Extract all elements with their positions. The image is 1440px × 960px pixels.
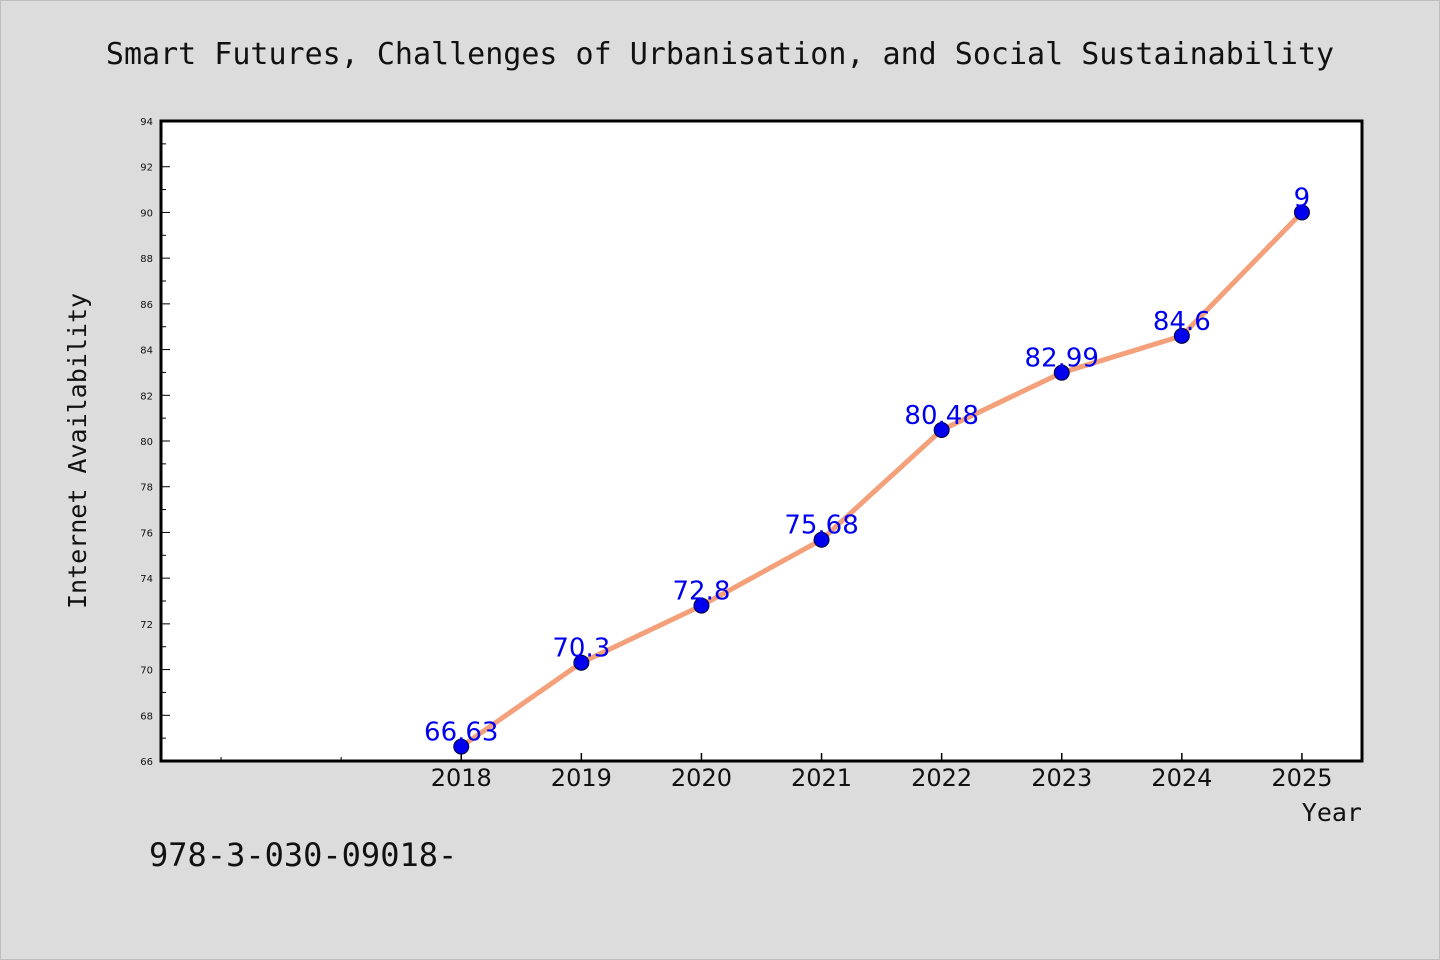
y-tick-label: 74 [140, 574, 153, 585]
data-point [453, 738, 470, 755]
data-point [573, 654, 590, 671]
data-label: 75.68 [784, 511, 858, 541]
y-tick-label: 66 [140, 757, 153, 768]
series-layer: 66.63 70.3 72.8 75.68 80.48 82.99 84.6 9 [424, 183, 1311, 755]
data-point [1293, 204, 1310, 221]
y-tick-label: 70 [140, 666, 153, 677]
x-axis-label: Year [1302, 798, 1362, 827]
x-tick-label: 2018 [431, 764, 492, 792]
y-tick-label: 82 [140, 391, 153, 402]
y-tick-label: 90 [140, 208, 153, 219]
data-label: 70.3 [552, 634, 610, 664]
x-tick-label: 2021 [791, 764, 852, 792]
y-tick-label: 92 [140, 163, 153, 174]
data-label: 82.99 [1025, 344, 1099, 374]
y-tick-label: 86 [140, 300, 153, 311]
data-point [1173, 327, 1190, 344]
x-tick-label: 2019 [551, 764, 612, 792]
chart-title: Smart Futures, Challenges of Urbanisatio… [106, 37, 1334, 72]
series-line [459, 210, 1304, 749]
y-axis-label: Internet Availability [63, 293, 92, 609]
y-tick-label: 88 [140, 254, 153, 265]
y-tick-label: 78 [140, 483, 153, 494]
y-tick-label: 80 [140, 437, 153, 448]
data-label: 72.8 [673, 577, 731, 607]
x-axis: 2018 2019 2020 2021 2022 2023 2024 2025 [220, 753, 1332, 792]
data-label: 80.48 [904, 401, 978, 431]
data-label: 66.63 [424, 718, 498, 748]
y-tick-label: 84 [140, 346, 153, 357]
data-point [693, 597, 710, 614]
plot-area [159, 119, 1364, 763]
y-tick-label: 76 [140, 528, 153, 539]
footnote: 978-3-030-09018- [149, 836, 457, 874]
data-point [933, 422, 950, 439]
y-tick-label: 68 [140, 711, 153, 722]
x-tick-label: 2024 [1151, 764, 1212, 792]
y-tick-label: 94 [140, 117, 153, 128]
data-point [813, 531, 830, 548]
data-label: 84.6 [1153, 307, 1211, 337]
x-tick-label: 2020 [671, 764, 732, 792]
x-tick-label: 2022 [911, 764, 972, 792]
data-label: 9 [1294, 183, 1311, 213]
y-axis: 66 68 70 72 74 76 78 80 82 84 86 88 90 92 94 [140, 117, 170, 768]
x-tick-label: 2025 [1271, 764, 1332, 792]
y-tick-label: 72 [140, 620, 153, 631]
x-tick-label: 2023 [1031, 764, 1092, 792]
data-point [1053, 364, 1070, 381]
